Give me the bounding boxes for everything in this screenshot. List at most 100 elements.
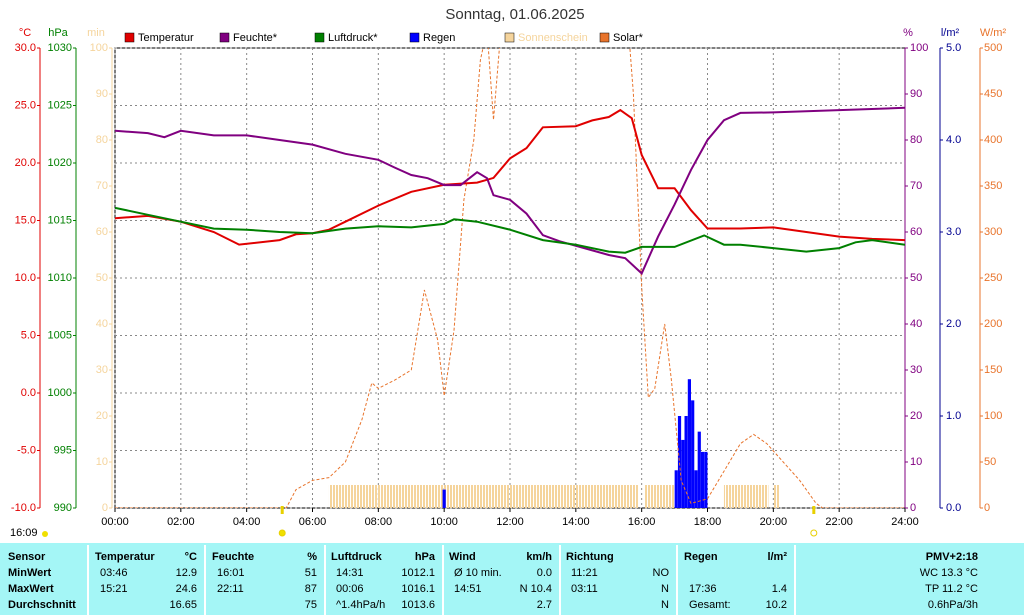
x-tick-label: 20:00: [760, 516, 788, 528]
y-tick-label: 0: [910, 502, 916, 514]
table-cell: 03:11: [571, 583, 598, 595]
y-tick-label: 70: [96, 180, 108, 192]
y-tick-label: 500: [984, 42, 1002, 54]
table-cell: Temperatur: [95, 551, 155, 563]
y-tick-label: 450: [984, 88, 1002, 100]
y-tick-label: 2.0: [946, 318, 961, 330]
y-tick-label: 10: [910, 456, 922, 468]
rain-bar: [677, 416, 682, 508]
rain-bar: [687, 379, 691, 508]
y-tick-label: 60: [910, 226, 922, 238]
x-tick-label: 22:00: [825, 516, 853, 528]
y-tick-label: 5.0: [21, 329, 36, 341]
table-cell: l/m²: [767, 551, 787, 563]
y-tick-label: 990: [54, 502, 72, 514]
table-cell: Richtung: [566, 551, 614, 563]
x-tick-label: 00:00: [101, 516, 129, 528]
table-cell: Regen: [684, 551, 718, 563]
series-line: [115, 48, 905, 508]
y-tick-label: 1015: [48, 214, 72, 226]
series-line: [115, 106, 905, 276]
series-line: [115, 206, 905, 254]
table-cell: N: [661, 583, 669, 595]
rain-bar: [691, 400, 695, 508]
y-tick-label: 100: [984, 410, 1002, 422]
table-cell: 16.65: [169, 599, 197, 611]
table-cell: ^1.4hPa/h: [336, 599, 385, 611]
legend-label: Solar*: [613, 32, 644, 44]
x-tick-label: 24:00: [891, 516, 919, 528]
y-tick-label: 60: [96, 226, 108, 238]
rain-bar: [697, 431, 701, 508]
rain-bar: [674, 470, 678, 508]
y-tick-label: 1020: [48, 157, 72, 169]
table-cell: 0.6hPa/3h: [928, 599, 978, 611]
y-tick-label: 15.0: [15, 214, 36, 226]
y-tick-label: 90: [96, 88, 108, 100]
y-tick-label: 1005: [48, 329, 72, 341]
table-cell: 24.6: [176, 583, 197, 595]
table-cell: 14:31: [336, 567, 364, 579]
table-cell: TP 11.2 °C: [925, 583, 978, 595]
y-tick-label: 1.0: [946, 410, 961, 422]
table-cell: N 10.4: [520, 583, 552, 595]
x-tick-label: 18:00: [694, 516, 722, 528]
axis-unit: l/m²: [941, 27, 960, 39]
y-tick-label: 150: [984, 364, 1002, 376]
table-cell: 1.4: [772, 583, 787, 595]
x-tick-label: 16:00: [628, 516, 656, 528]
y-tick-label: 30.0: [15, 42, 36, 54]
table-cell: 75: [305, 599, 317, 611]
table-cell: %: [307, 551, 317, 563]
chart-title: Sonntag, 01.06.2025: [445, 6, 584, 23]
table-cell: 17:36: [689, 583, 717, 595]
rain-bar: [684, 416, 688, 508]
y-tick-label: 0.0: [21, 387, 36, 399]
table-cell: Gesamt:: [689, 599, 731, 611]
y-tick-label: 3.0: [946, 226, 961, 238]
x-tick-label: 12:00: [496, 516, 524, 528]
sunshine-bar: [644, 485, 675, 508]
y-tick-label: 90: [910, 88, 922, 100]
table-cell: hPa: [415, 551, 436, 563]
table-cell: 1016.1: [401, 583, 435, 595]
x-tick-label: 02:00: [167, 516, 195, 528]
table-cell: 1013.6: [401, 599, 435, 611]
table-cell: 03:46: [100, 567, 128, 579]
table-cell: 12.9: [176, 567, 197, 579]
y-tick-label: 300: [984, 226, 1002, 238]
rain-bar: [681, 439, 685, 508]
table-cell: Luftdruck: [331, 551, 383, 563]
axis-unit: min: [87, 27, 105, 39]
table-cell: 1012.1: [401, 567, 435, 579]
y-tick-label: -5.0: [17, 444, 36, 456]
table-cell: 15:21: [100, 583, 128, 595]
y-tick-label: 350: [984, 180, 1002, 192]
y-tick-label: 50: [910, 272, 922, 284]
x-tick-label: 08:00: [365, 516, 393, 528]
legend-swatch: [314, 32, 325, 43]
x-tick-label: 06:00: [299, 516, 327, 528]
table-cell: 0.0: [537, 567, 552, 579]
axis-unit: hPa: [48, 27, 68, 39]
y-tick-label: 80: [910, 134, 922, 146]
y-tick-label: 10.0: [15, 272, 36, 284]
legend-swatch: [409, 32, 420, 43]
y-tick-label: 30: [910, 364, 922, 376]
table-cell: 2.7: [537, 599, 552, 611]
x-tick-label: 14:00: [562, 516, 590, 528]
table-cell: km/h: [526, 551, 552, 563]
legend-label: Regen: [423, 32, 455, 44]
rain-bar: [704, 451, 708, 508]
table-cell: MinWert: [8, 567, 52, 579]
sun-dot: [278, 529, 286, 537]
legend-swatch: [124, 32, 135, 43]
y-tick-label: 50: [984, 456, 996, 468]
legend-swatch: [504, 32, 515, 43]
rain-bar: [694, 470, 698, 508]
y-tick-label: 4.0: [946, 134, 961, 146]
series-line: [115, 108, 905, 246]
sunshine-bar: [328, 485, 639, 508]
table-cell: MaxWert: [8, 583, 54, 595]
table-cell: Ø 10 min.: [454, 567, 502, 579]
